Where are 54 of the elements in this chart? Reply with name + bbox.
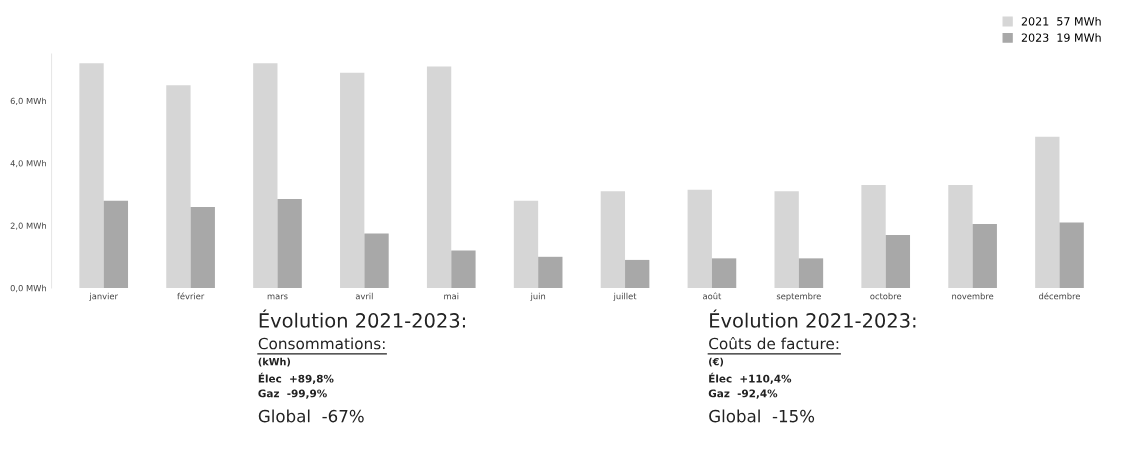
y-tick-label: 2,0 MWh: [10, 222, 46, 230]
bar: [190, 206, 215, 288]
text: Global -67%: [258, 409, 364, 423]
bar: [972, 224, 997, 288]
x-tick-label: mai: [444, 292, 459, 300]
x-tick-label: février: [177, 292, 205, 300]
bar: [79, 63, 104, 288]
bar: [364, 233, 389, 288]
bar: [426, 66, 452, 288]
x-tick-label: septembre: [776, 292, 821, 301]
text: Évolution 2021-2023:: [710, 309, 916, 328]
bar: [711, 258, 737, 288]
bar: [798, 258, 824, 288]
bar: [451, 250, 476, 288]
text: Élec +110,4%: [709, 372, 792, 384]
text: Gaz -92,4%: [708, 389, 778, 399]
bar: [1035, 136, 1060, 288]
bar: [774, 191, 799, 288]
x-tick-label: octobre: [870, 292, 902, 300]
y-tick-label: 4,0 MWh: [10, 160, 46, 168]
y-tick-label: 6,0 MWh: [10, 97, 46, 105]
legend-label: 2021 57 MWh: [1021, 16, 1101, 26]
x-tick-label: janvier: [89, 292, 118, 301]
text: (kWh): [258, 357, 291, 367]
bar: [948, 185, 973, 288]
x-tick-label: décembre: [1039, 292, 1080, 300]
text: Global -15%: [709, 409, 815, 423]
bar: [513, 200, 539, 288]
bar: [861, 185, 886, 288]
bar: [166, 85, 191, 288]
text: Élec +89,8%: [258, 372, 334, 384]
bar: [885, 234, 911, 288]
x-tick-label: mars: [267, 294, 288, 300]
text: Évolution 2021-2023:: [259, 309, 465, 328]
bar: [625, 259, 650, 288]
bar: [253, 63, 278, 288]
bar: [340, 72, 365, 288]
text: Consommations:: [258, 337, 385, 350]
legend-label: 2023 19 MWh: [1021, 33, 1101, 42]
text: (€): [709, 357, 724, 367]
x-tick-label: avril: [355, 292, 373, 300]
text: Coûts de facture:: [709, 336, 839, 350]
x-tick-label: juillet: [613, 292, 637, 301]
bar: [103, 200, 129, 288]
bar: [277, 199, 302, 288]
bar: [1059, 222, 1084, 288]
text: Gaz -99,9%: [258, 389, 327, 399]
x-tick-label: novembre: [952, 292, 994, 300]
y-tick-label: 0,0 MWh: [10, 284, 46, 293]
bar: [687, 189, 712, 288]
bar: [600, 191, 626, 288]
x-tick-label: juin: [530, 292, 546, 301]
bar: [538, 256, 563, 288]
x-tick-label: août: [703, 292, 722, 300]
